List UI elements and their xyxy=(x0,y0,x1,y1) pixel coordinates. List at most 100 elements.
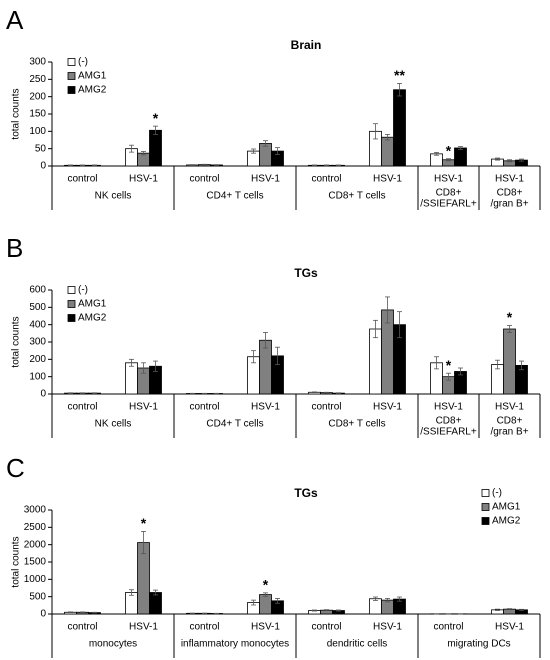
chart-title: Brain xyxy=(291,38,322,52)
group-label: CD8+ xyxy=(497,188,523,199)
legend-swatch xyxy=(481,517,490,525)
panel-letter: C xyxy=(6,453,25,483)
bar xyxy=(369,598,382,615)
legend-swatch xyxy=(67,286,76,294)
y-tick-label: 400 xyxy=(29,319,46,330)
bar xyxy=(369,328,382,395)
x-tick-label: control xyxy=(67,402,97,413)
bar xyxy=(381,136,394,167)
x-tick-label: control xyxy=(67,622,97,633)
x-tick-label: HSV-1 xyxy=(434,402,463,413)
y-tick-label: 2500 xyxy=(24,522,47,533)
legend-label: AMG2 xyxy=(492,516,521,527)
y-axis-label: total counts xyxy=(11,88,22,139)
group-label: CD8+ xyxy=(436,188,462,199)
y-tick-label: 3000 xyxy=(24,505,47,516)
legend-label: AMG1 xyxy=(78,299,107,310)
group-label: CD4+ T cells xyxy=(206,191,263,202)
legend-swatch xyxy=(67,300,76,308)
group-label: inflammatory monocytes xyxy=(181,639,289,650)
chart-title: TGs xyxy=(294,486,318,500)
y-tick-label: 300 xyxy=(29,337,46,348)
bar xyxy=(430,153,443,167)
y-tick-label: 100 xyxy=(29,371,46,382)
legend-label: AMG2 xyxy=(78,313,107,324)
x-tick-label: HSV-1 xyxy=(495,402,524,413)
y-tick-label: 600 xyxy=(29,285,46,296)
y-tick-label: 2000 xyxy=(24,539,47,550)
bar xyxy=(259,594,272,615)
legend-label: AMG1 xyxy=(78,71,107,82)
x-tick-label: control xyxy=(67,174,97,185)
group-label: NK cells xyxy=(95,419,132,430)
legend-label: (-) xyxy=(78,285,88,296)
significance-mark: * xyxy=(507,309,513,325)
group-label: dendritic cells xyxy=(327,639,388,650)
y-tick-label: 300 xyxy=(29,57,46,68)
legend-swatch xyxy=(481,489,490,497)
legend-swatch xyxy=(67,58,76,66)
significance-mark: * xyxy=(153,110,159,126)
y-tick-label: 200 xyxy=(29,354,46,365)
legend-label: AMG1 xyxy=(492,502,521,513)
x-tick-label: HSV-1 xyxy=(373,402,402,413)
significance-mark: * xyxy=(446,357,452,373)
group-label: /gran B+ xyxy=(490,199,528,210)
legend-label: (-) xyxy=(492,488,502,499)
y-tick-label: 1500 xyxy=(24,557,47,568)
significance-mark: * xyxy=(446,142,452,158)
y-tick-label: 150 xyxy=(29,109,46,120)
x-tick-label: HSV-1 xyxy=(129,174,158,185)
x-tick-label: HSV-1 xyxy=(251,174,280,185)
bar xyxy=(393,89,406,167)
group-label: CD8+ T cells xyxy=(328,419,385,430)
y-tick-label: 50 xyxy=(35,143,47,154)
significance-mark: ** xyxy=(394,67,405,83)
x-tick-label: HSV-1 xyxy=(129,402,158,413)
legend-swatch xyxy=(481,503,490,511)
y-tick-label: 0 xyxy=(40,389,46,400)
x-tick-label: control xyxy=(433,622,463,633)
bar xyxy=(259,143,272,167)
x-tick-label: HSV-1 xyxy=(495,622,524,633)
y-tick-label: 200 xyxy=(29,91,46,102)
group-label: NK cells xyxy=(95,191,132,202)
y-tick-label: 0 xyxy=(40,609,46,620)
panel-letter: B xyxy=(6,233,23,263)
group-label: CD8+ T cells xyxy=(328,191,385,202)
group-label: CD8+ xyxy=(436,416,462,427)
x-tick-label: HSV-1 xyxy=(495,174,524,185)
x-tick-label: control xyxy=(311,402,341,413)
x-tick-label: HSV-1 xyxy=(373,174,402,185)
significance-mark: * xyxy=(263,577,269,593)
group-label: /gran B+ xyxy=(490,427,528,438)
legend-label: AMG2 xyxy=(78,85,107,96)
bar xyxy=(149,592,162,615)
x-tick-label: HSV-1 xyxy=(373,622,402,633)
x-tick-label: control xyxy=(189,174,219,185)
group-label: migrating DCs xyxy=(447,639,510,650)
x-tick-label: HSV-1 xyxy=(251,402,280,413)
bar xyxy=(503,328,516,395)
x-tick-label: control xyxy=(189,622,219,633)
x-tick-label: HSV-1 xyxy=(251,622,280,633)
group-label: CD4+ T cells xyxy=(206,419,263,430)
bar xyxy=(125,362,138,395)
x-tick-label: control xyxy=(311,174,341,185)
x-tick-label: control xyxy=(189,402,219,413)
y-tick-label: 100 xyxy=(29,126,46,137)
chart-title: TGs xyxy=(294,266,318,280)
bar xyxy=(125,592,138,615)
group-label: /SSIEFARL+ xyxy=(420,427,477,438)
y-axis-label: total counts xyxy=(11,536,22,587)
x-tick-label: HSV-1 xyxy=(129,622,158,633)
legend-swatch xyxy=(67,86,76,94)
x-tick-label: HSV-1 xyxy=(434,174,463,185)
y-tick-label: 250 xyxy=(29,74,46,85)
y-tick-label: 500 xyxy=(29,302,46,313)
x-tick-label: control xyxy=(311,622,341,633)
legend-label: (-) xyxy=(78,57,88,68)
group-label: monocytes xyxy=(89,639,137,650)
group-label: CD8+ xyxy=(497,416,523,427)
